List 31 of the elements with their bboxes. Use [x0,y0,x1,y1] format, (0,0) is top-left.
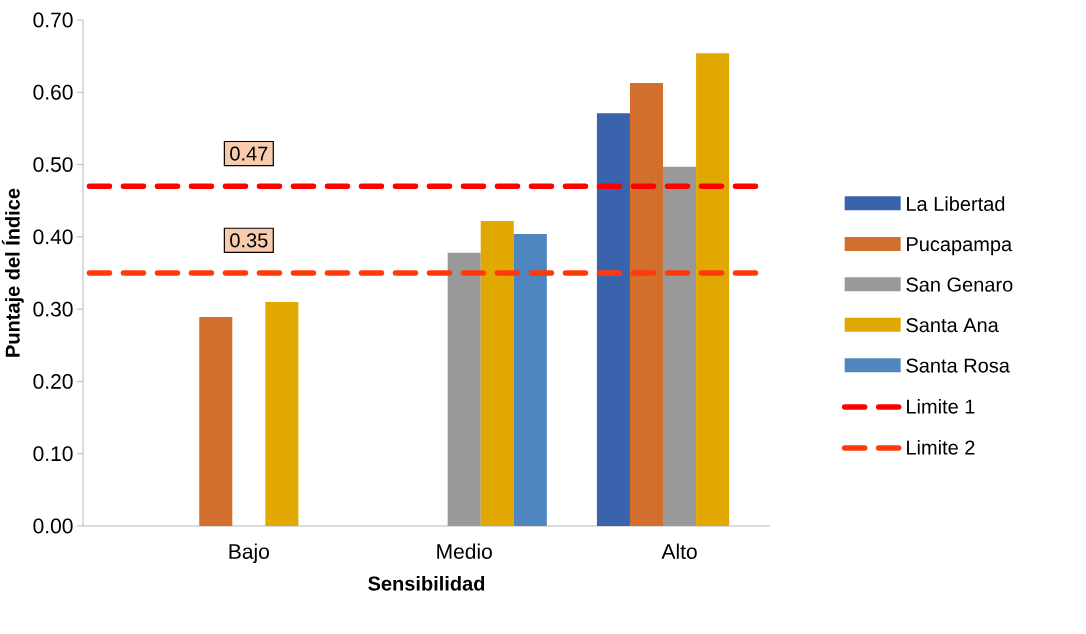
y-tick-label: 0.10 [33,446,73,462]
y-tick-label: 0.20 [33,373,73,389]
legend-label: Limite 1 [907,398,975,414]
bar [696,53,730,526]
bar [480,220,514,526]
annotation: 0.47 [230,146,268,161]
legend-label: La Libertad [907,196,1005,211]
x-tick-label: Bajo [229,543,269,564]
y-tick-label: 0.60 [33,84,73,100]
legend-label: Santa Ana [906,318,999,333]
legend-label: Limite 2 [907,439,975,455]
bar [596,113,630,526]
legend-label: Santa Rosa [906,358,1010,373]
bar [629,82,664,526]
bar [265,301,299,526]
y-tick-label: 0.70 [33,12,73,28]
legend-label: Pucapampa [907,237,1013,256]
bar [447,252,481,526]
x-tick-label: Alto [661,543,697,559]
y-tick-label: 0.50 [33,157,73,172]
y-axis-title: Puntaje del Índice [1,188,24,357]
y-tick-label: 0.00 [33,518,73,534]
y-tick-label: 0.30 [33,301,73,317]
x-axis-title: Sensibilidad [368,575,485,591]
x-tick-label: Medio [437,543,492,559]
y-tick-label: 0.40 [33,229,73,245]
annotation: 0.35 [230,233,268,248]
legend-label: San Genaro [906,277,1013,292]
bar [513,233,547,526]
bar [199,317,233,526]
bar [663,166,697,526]
